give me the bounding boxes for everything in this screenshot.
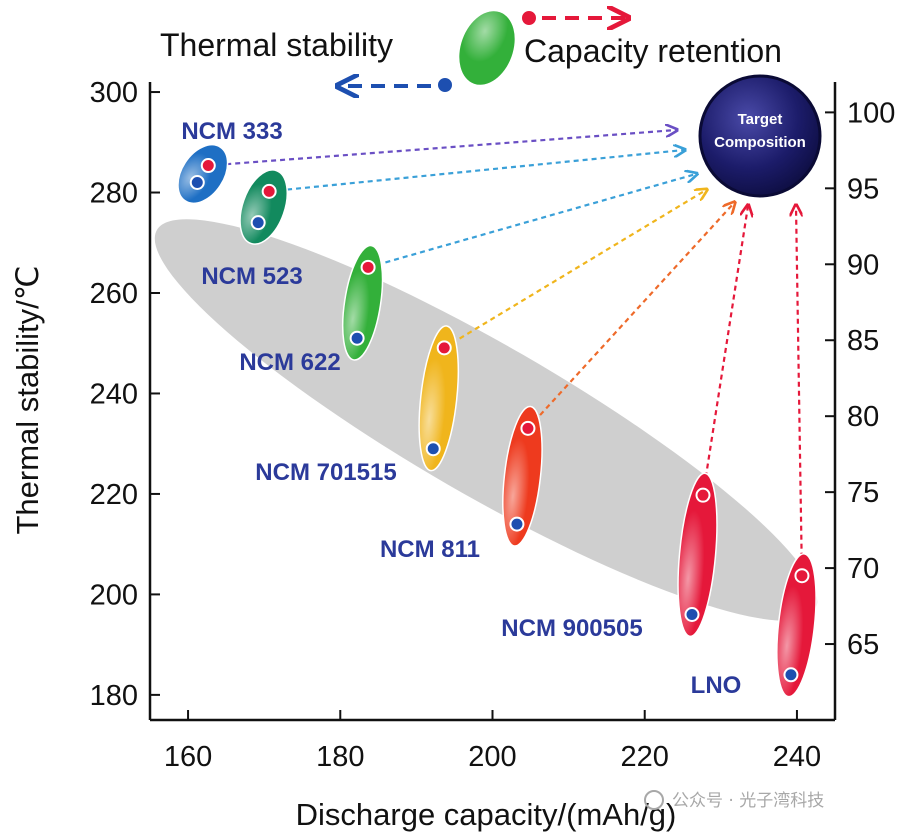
y-left-tick-label: 200 <box>90 579 138 611</box>
y-right-tick-label: 95 <box>847 173 879 205</box>
capacity-retention-point <box>200 158 216 174</box>
capsule-gloss <box>678 473 717 637</box>
capsule-gloss <box>776 553 817 697</box>
y-left-tick-label: 240 <box>90 378 138 410</box>
thermal-stability-point <box>425 441 441 457</box>
material-label: NCM 701515 <box>255 459 396 486</box>
y-right-tick-label: 65 <box>847 629 879 661</box>
target-arrow <box>443 190 706 349</box>
legend-capsule-gloss <box>459 11 515 85</box>
y-left-tick-label: 180 <box>90 680 138 712</box>
material-label: NCM 333 <box>181 118 282 145</box>
capsule <box>418 325 460 472</box>
x-tick-label: 160 <box>164 741 212 773</box>
y-right-tick-label: 80 <box>847 401 879 433</box>
wechat-icon <box>644 790 664 810</box>
x-axis-title: Discharge capacity/(mAh/g) <box>296 797 677 832</box>
y-right-tick-label: 85 <box>847 325 879 357</box>
thermal-stability-point <box>509 516 525 532</box>
capsule <box>341 244 384 361</box>
target-line2: Composition <box>714 134 806 151</box>
y-right-tick-label: 90 <box>847 249 879 281</box>
y-left-tick-label: 280 <box>90 178 138 210</box>
y-left-tick-label: 220 <box>90 479 138 511</box>
target-circle <box>698 74 822 198</box>
y-left-tick-label: 300 <box>90 77 138 109</box>
x-tick-label: 200 <box>468 741 516 773</box>
y-left-tick-label: 260 <box>90 278 138 310</box>
material-label: NCM 900505 <box>501 615 642 642</box>
ticks: 160 180 200 220 240 180 200 220 240 260 280 300 65 70… <box>90 77 896 773</box>
legend: Thermal stability Capacity retention <box>160 3 782 93</box>
material-capsules <box>177 144 817 698</box>
capacity-retention-point <box>360 259 376 275</box>
thermal-stability-point <box>189 174 205 190</box>
target-arrow <box>367 174 696 269</box>
capsule-gloss <box>342 245 383 361</box>
target-arrow <box>269 150 684 193</box>
trend-band <box>154 219 818 621</box>
x-tick-label: 180 <box>316 741 364 773</box>
target-arrows <box>208 130 804 576</box>
capsule-gloss <box>419 325 459 471</box>
capsule-gloss <box>502 406 543 546</box>
target-arrow <box>208 130 676 167</box>
capsule-gloss <box>177 144 228 204</box>
capsule <box>677 472 718 638</box>
target-composition: Target Composition <box>698 74 822 198</box>
material-label: NCM 523 <box>201 263 302 290</box>
thermal-stability-point <box>349 330 365 346</box>
material-label: NCM 622 <box>239 349 340 376</box>
target-line1: Target <box>738 111 783 128</box>
thermal-stability-point <box>783 667 799 683</box>
legend-capacity-retention: Capacity retention <box>524 33 782 69</box>
capacity-retention-point <box>261 183 277 199</box>
watermark-text: 公众号 · 光子湾科技 <box>672 791 824 811</box>
material-labels: NCM 333 NCM 523 NCM 622 NCM 701515 NCM 811 NC… <box>181 118 741 699</box>
target-arrow <box>701 206 748 496</box>
capacity-retention-point <box>695 487 711 503</box>
thermal-stability-point <box>684 607 700 623</box>
target-arrow <box>796 206 804 576</box>
capacity-retention-point <box>436 340 452 356</box>
capsule <box>177 144 229 205</box>
x-tick-label: 220 <box>621 741 669 773</box>
y-axis-title-left: Thermal stability/℃ <box>10 265 45 534</box>
legend-blue-dot <box>436 76 454 94</box>
watermark: 公众号 · 光子湾科技 <box>644 790 824 811</box>
x-tick-label: 240 <box>773 741 821 773</box>
capsule <box>502 405 543 547</box>
y-right-tick-label: 70 <box>847 553 879 585</box>
target-arrow <box>527 203 734 430</box>
material-label: NCM 811 <box>380 536 480 563</box>
capsule <box>776 553 817 698</box>
legend-red-dot <box>520 9 538 27</box>
capacity-retention-point <box>794 568 810 584</box>
y-right-tick-label: 100 <box>847 97 895 129</box>
capacity-retention-point <box>520 420 536 436</box>
material-label: LNO <box>691 672 742 699</box>
legend-thermal-stability: Thermal stability <box>160 27 393 63</box>
y-right-tick-label: 75 <box>847 477 879 509</box>
thermal-stability-point <box>250 215 266 231</box>
